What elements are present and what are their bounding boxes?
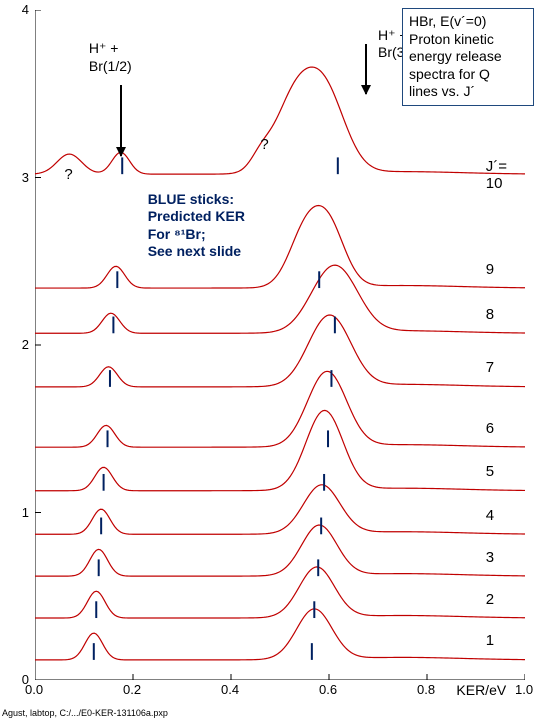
- x-axis-label: KER/eV: [456, 682, 506, 698]
- j-label: 5: [486, 463, 494, 480]
- left-peak-label: H⁺ +Br(1/2): [89, 40, 132, 75]
- j-label: 2: [486, 591, 494, 608]
- spectra-svg: [35, 10, 525, 680]
- question-mark: ?: [64, 166, 72, 183]
- x-tick-label: 0.2: [123, 682, 141, 697]
- y-tick-label: 0: [9, 672, 29, 687]
- j-label: 3: [486, 549, 494, 566]
- question-mark: ?: [260, 136, 268, 153]
- y-tick-label: 1: [9, 505, 29, 520]
- j-label: 1: [486, 632, 494, 649]
- y-tick-label: 2: [9, 337, 29, 352]
- titlebox-l1: HBr, E(v´=0): [409, 13, 527, 31]
- blue-sticks-note: BLUE sticks:Predicted KERFor ⁸¹Br;See ne…: [148, 191, 245, 261]
- x-tick-label: 0.4: [221, 682, 239, 697]
- titlebox-l4: spectra for Q: [409, 66, 527, 84]
- x-tick-label: 0.8: [417, 682, 435, 697]
- arrow: [120, 85, 122, 155]
- titlebox-l3: energy release: [409, 48, 527, 66]
- j-label: 6: [486, 420, 494, 437]
- x-tick-label: 1.0: [515, 682, 533, 697]
- y-tick-label: 4: [9, 2, 29, 17]
- j-label: 8: [486, 306, 494, 323]
- plot-area: 0.00.20.40.60.81.001234KER/eVJ´= 1098765…: [35, 10, 525, 680]
- title-box: HBr, E(v´=0) Proton kinetic energy relea…: [402, 8, 534, 106]
- y-tick-label: 3: [9, 170, 29, 185]
- j-label: J´= 10: [486, 158, 525, 192]
- j-label: 4: [486, 507, 494, 524]
- footer-text: Agust, labtop, C:/.../E0-KER-131106a.pxp: [2, 708, 168, 718]
- x-tick-label: 0.6: [319, 682, 337, 697]
- j-label: 7: [486, 359, 494, 376]
- titlebox-l2: Proton kinetic: [409, 31, 527, 49]
- j-label: 9: [486, 261, 494, 278]
- arrow: [365, 44, 367, 94]
- titlebox-l5: lines vs. J´: [409, 83, 527, 101]
